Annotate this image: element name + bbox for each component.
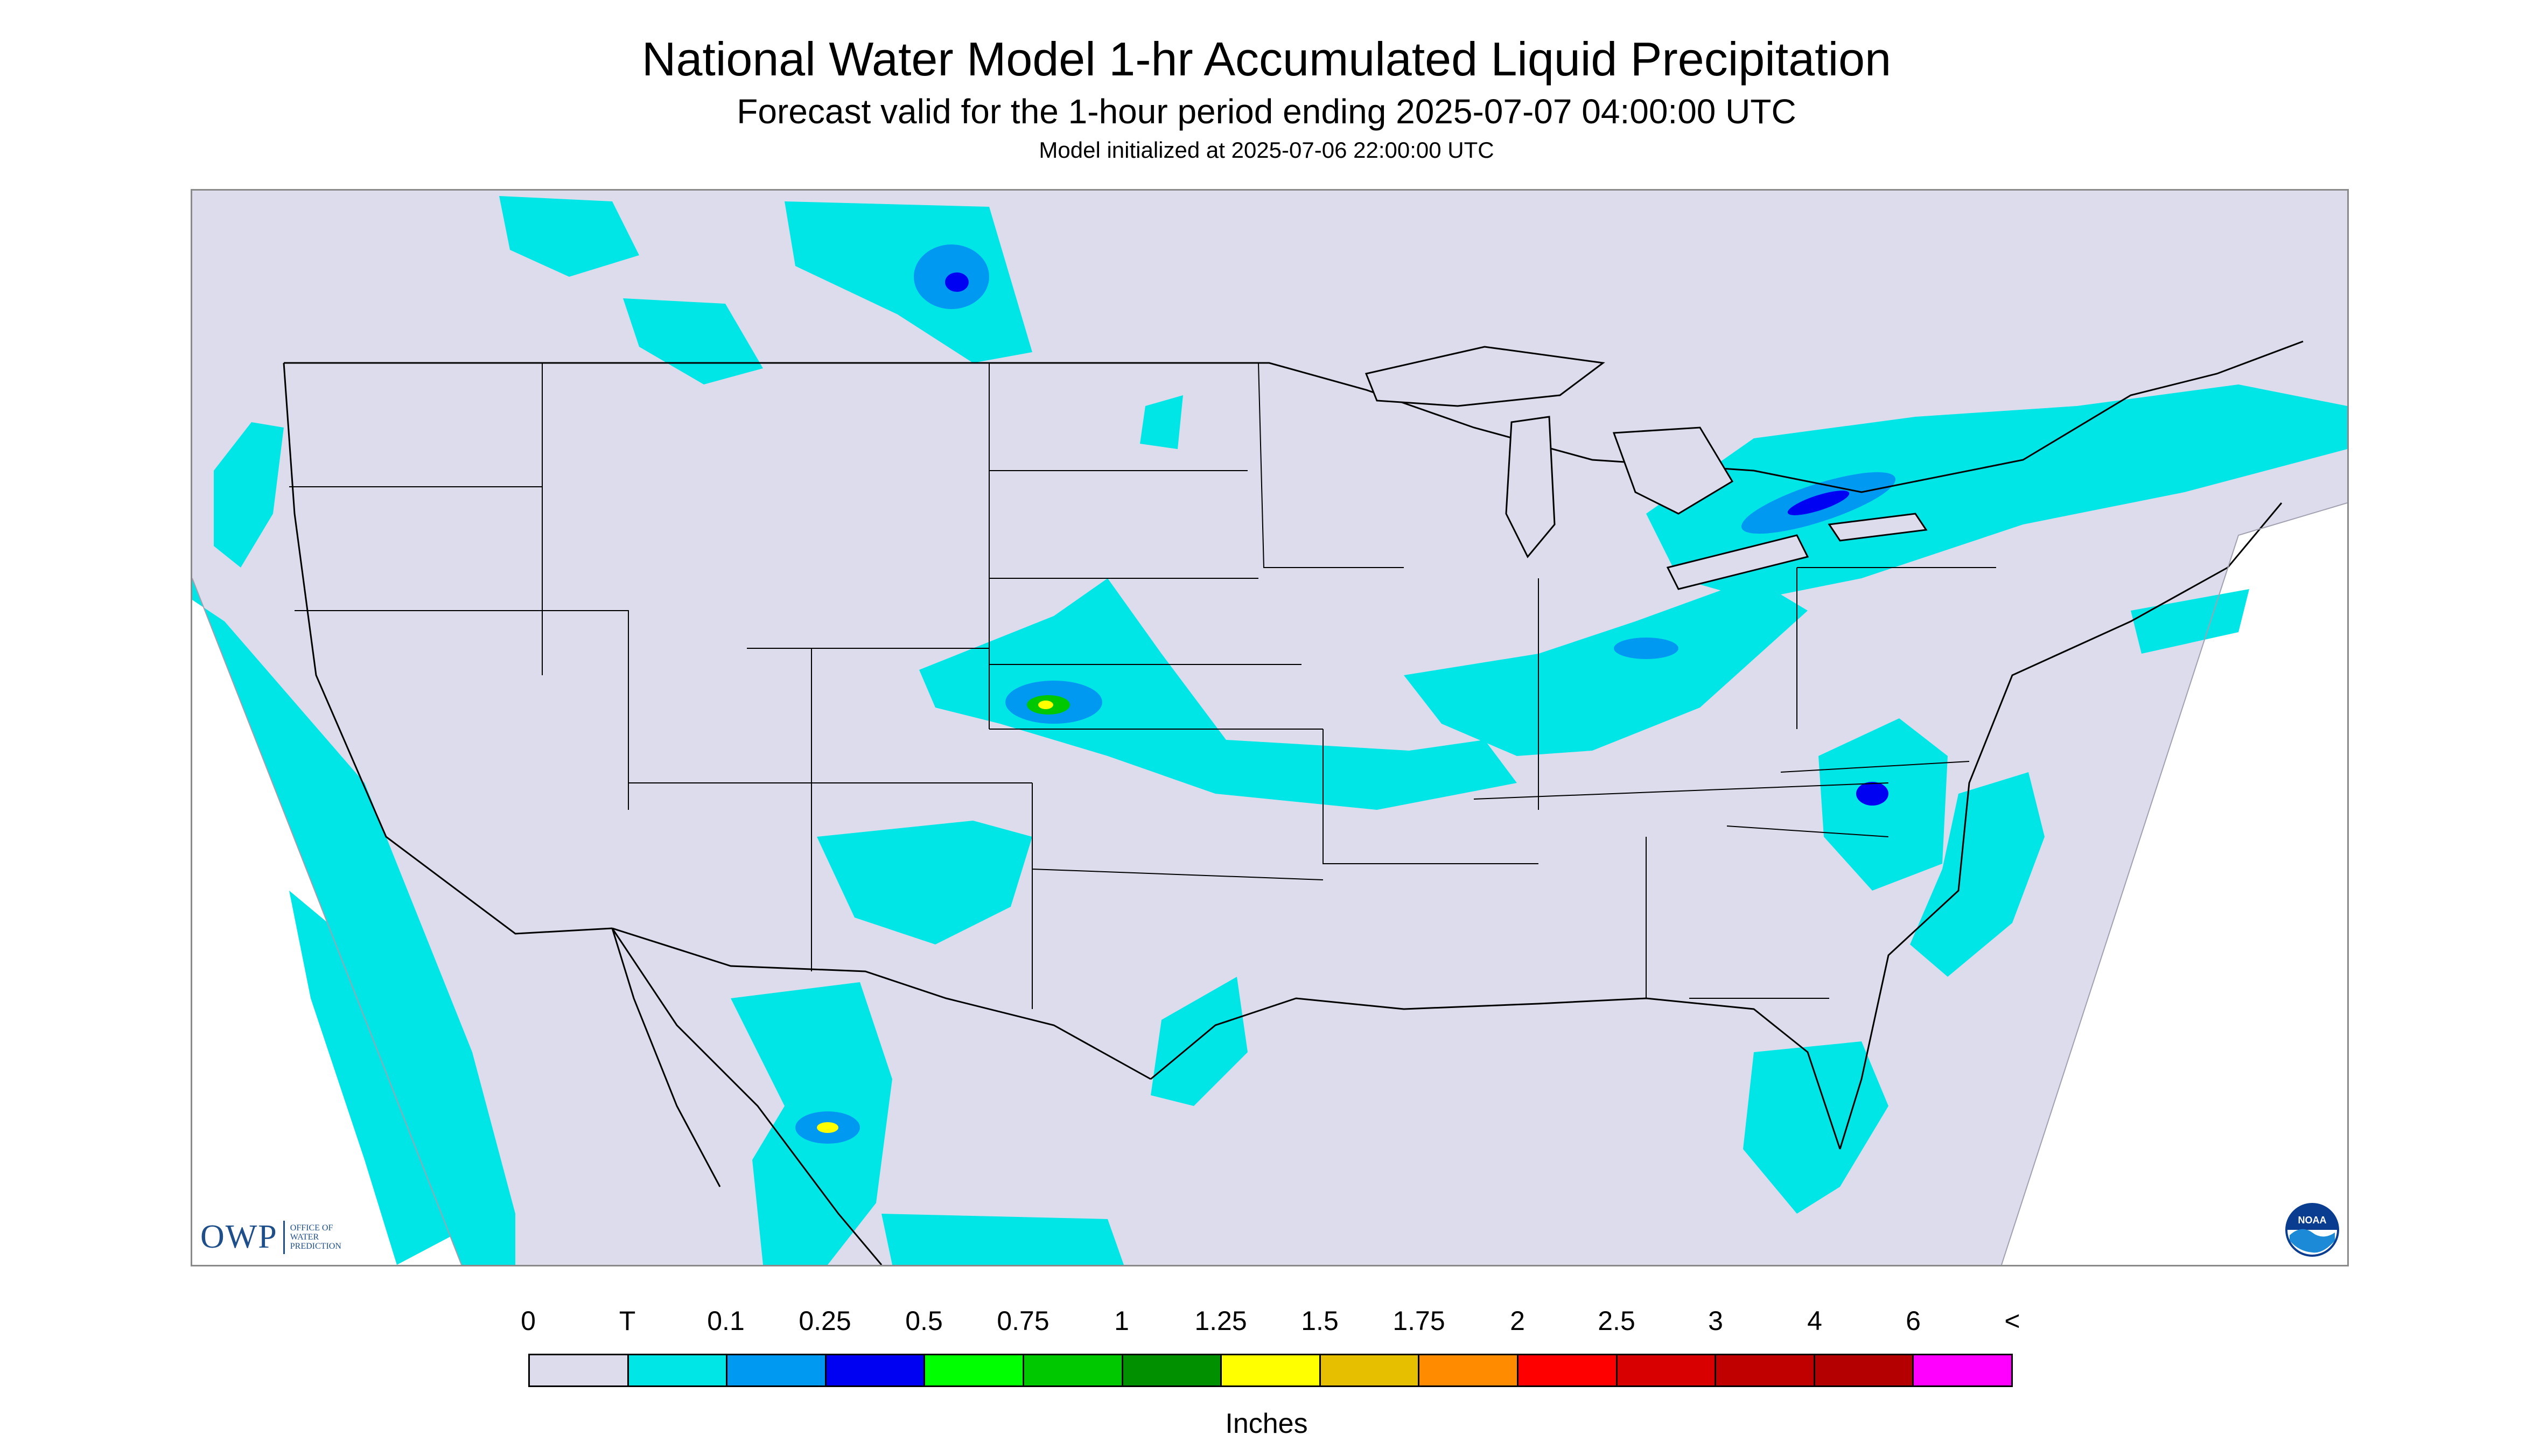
precip-area-texas: [1151, 977, 1248, 1106]
precip-area-dakotas: [1140, 395, 1183, 449]
precip-core-carolina: [1856, 782, 1888, 806]
forecast-valid-subtitle: Forecast valid for the 1-hour period end…: [737, 92, 1796, 131]
legend-label: 0.25: [799, 1306, 851, 1336]
legend-swatch: [727, 1355, 827, 1385]
state-line-va-nc: [1780, 761, 1970, 773]
legend-swatch: [1716, 1355, 1815, 1385]
lake-erie: [1666, 534, 1809, 590]
legend-label: 1.5: [1301, 1306, 1339, 1336]
us-mexico-border: [612, 927, 1151, 1080]
legend-label: 3: [1708, 1306, 1723, 1336]
great-lakes: [1365, 346, 1928, 590]
precip-area-mexico-south: [881, 1214, 1124, 1265]
precip-core-mexico-yellow: [817, 1122, 838, 1133]
legend-swatch: [1518, 1355, 1618, 1385]
precip-area-pacific-coast: [214, 422, 284, 568]
legend-swatch: [530, 1355, 629, 1385]
legend-swatch: [1419, 1355, 1519, 1385]
model-domain: [192, 191, 2347, 1265]
gulf-coastline: [1150, 997, 1841, 1150]
legend-label: 1.25: [1194, 1306, 1247, 1336]
legend-swatch: [1914, 1355, 2011, 1385]
noaa-logo: NOAA: [2285, 1203, 2339, 1257]
precip-area-virginia-carolina: [1818, 718, 1948, 891]
legend-label: T: [619, 1306, 636, 1336]
precip-core-great-lakes-dark: [1787, 491, 1850, 515]
owp-logo-line-2: WATER: [290, 1233, 319, 1242]
map-canvas: [192, 191, 2347, 1265]
precip-area-baja-offshore: [289, 891, 494, 1265]
legend-swatch: [826, 1355, 926, 1385]
legend-label: 1: [1114, 1306, 1129, 1336]
precip-area-ohio-valley: [1404, 578, 1808, 756]
model-domain-outline: [192, 502, 2347, 1265]
lake-ontario: [1828, 513, 1928, 542]
state-line-tn-ky: [1473, 782, 1889, 800]
state-line-mo-ar: [1323, 729, 1538, 864]
precip-area-great-lakes-new-england: [1646, 384, 2347, 600]
map-boundaries: [283, 340, 2304, 1265]
legend-label: 0.5: [905, 1306, 943, 1336]
precip-core-ohio: [1614, 638, 1678, 659]
model-init-note: Model initialized at 2025-07-06 22:00:00…: [1039, 137, 1494, 163]
owp-logo: OWP OFFICE OF WATER PREDICTION: [200, 1218, 341, 1256]
us-canada-border: [284, 340, 2304, 493]
lake-huron: [1612, 426, 1734, 515]
owp-logo-line-1: OFFICE OF: [290, 1223, 333, 1233]
precipitation-map: [191, 189, 2349, 1266]
precip-area-gulf-florida: [1743, 1041, 1888, 1214]
noaa-logo-sky: [2286, 1204, 2338, 1230]
legend-swatch: [1123, 1355, 1222, 1385]
state-line-mn-ia: [1258, 362, 1404, 568]
legend-units: Inches: [1225, 1408, 1308, 1439]
precip-area-manitoba: [785, 201, 1032, 363]
owp-logo-text: OWP: [200, 1219, 278, 1255]
legend-label: 0: [521, 1306, 536, 1336]
legend-swatch: [1024, 1355, 1123, 1385]
west-coastline: [283, 362, 613, 935]
state-line-nv-ca: [435, 610, 629, 810]
precip-core-kansas-yellow: [1038, 701, 1053, 709]
lake-superior: [1365, 346, 1605, 407]
owp-logo-subtext: OFFICE OF WATER PREDICTION: [290, 1223, 341, 1251]
precip-area-canada-prairies: [499, 196, 639, 277]
state-line-nc-sc: [1726, 825, 1889, 837]
owp-logo-line-3: PREDICTION: [290, 1242, 341, 1251]
legend-label: 1.75: [1393, 1306, 1445, 1336]
state-boundaries: [289, 362, 1996, 1009]
precip-area-central-plains: [919, 578, 1517, 810]
precip-area-new-mexico: [817, 821, 1032, 944]
legend-label: 6: [1906, 1306, 1921, 1336]
legend-color-bar: [528, 1354, 2013, 1387]
legend-label: 4: [1807, 1306, 1822, 1336]
legend-swatch: [628, 1355, 728, 1385]
state-line-ok-tx: [1032, 783, 1324, 880]
noaa-logo-wave: [2290, 1229, 2335, 1253]
precip-core-manitoba-dark: [945, 272, 969, 292]
mexico-west-coast: [611, 928, 883, 1265]
east-coastline: [1839, 502, 2283, 1150]
legend-swatch: [1320, 1355, 1420, 1385]
precip-area-atlantic-offshore: [1910, 772, 2045, 977]
legend-label: <: [2004, 1306, 2020, 1336]
owp-logo-divider: [283, 1220, 285, 1254]
legend-label: 0.75: [997, 1306, 1049, 1336]
legend-swatch: [1222, 1355, 1321, 1385]
legend-swatch: [1815, 1355, 1914, 1385]
noaa-logo-text: NOAA: [2298, 1215, 2327, 1226]
legend-labels: 0 T 0.1 0.25 0.5 0.75 1 1.25 1.5 1.75 2 …: [0, 1307, 2533, 1340]
page-title: National Water Model 1-hr Accumulated Li…: [641, 32, 1892, 86]
legend-swatch: [1617, 1355, 1717, 1385]
lake-michigan: [1505, 416, 1556, 558]
legend-label: 0.1: [707, 1306, 745, 1336]
legend-swatch: [925, 1355, 1024, 1385]
precip-heavy-cores: [795, 244, 1896, 1144]
legend-label: 2.5: [1598, 1306, 1635, 1336]
legend-label: 2: [1510, 1306, 1525, 1336]
baja-peninsula: [611, 928, 721, 1187]
